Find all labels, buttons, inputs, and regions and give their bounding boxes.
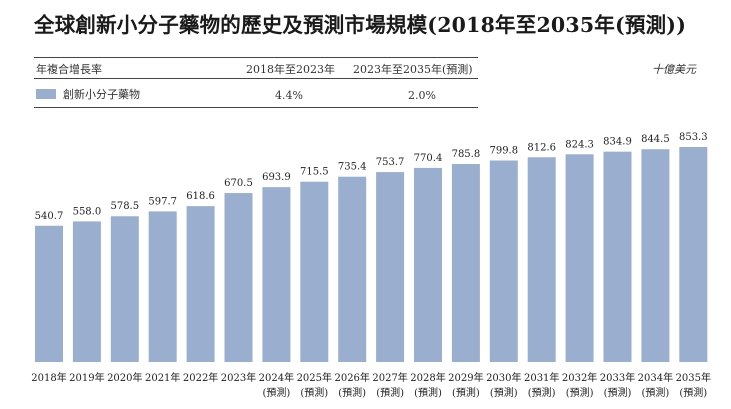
chart-title: 全球創新小分子藥物的歷史及預測市場規模(2018年至2035年(預測)) xyxy=(34,13,687,37)
header-rule-bottom xyxy=(34,107,478,108)
x-tick-label: 2019年 xyxy=(69,371,104,384)
header-rule-top xyxy=(34,57,478,58)
bar-2029年 xyxy=(451,164,480,362)
x-tick-label: 2025年 xyxy=(297,371,332,384)
unit-label: 十億美元 xyxy=(652,63,696,76)
bar-2028年 xyxy=(414,167,442,362)
forecast-label: (預測) xyxy=(376,386,404,399)
value-label: 753.7 xyxy=(376,157,405,168)
forecast-label: (預測) xyxy=(679,386,707,399)
forecast-label: (預測) xyxy=(338,386,366,399)
bar-2020年 xyxy=(110,216,139,362)
forecast-label: (預測) xyxy=(414,386,442,399)
value-label: 693.9 xyxy=(262,172,291,183)
value-label: 735.4 xyxy=(338,162,367,173)
bar-2034年 xyxy=(641,149,670,362)
x-tick-label: 2035年 xyxy=(676,371,711,384)
bar-2019年 xyxy=(72,221,101,362)
header-rule-mid xyxy=(34,78,478,79)
value-label: 715.5 xyxy=(300,167,329,178)
x-tick-label: 2022年 xyxy=(183,371,218,384)
forecast-label: (預測) xyxy=(452,386,480,399)
x-tick-label: 2030年 xyxy=(486,371,521,384)
forecast-label: (預測) xyxy=(641,386,669,399)
bar-2031年 xyxy=(527,157,556,362)
x-tick-label: 2034年 xyxy=(638,371,673,384)
value-label: 540.7 xyxy=(35,211,64,222)
bar-2022年 xyxy=(186,206,215,362)
x-tick-label: 2018年 xyxy=(31,371,66,384)
value-label: 578.5 xyxy=(110,201,139,212)
value-label: 834.9 xyxy=(603,137,632,148)
forecast-label: (預測) xyxy=(566,386,594,399)
value-label: 799.8 xyxy=(489,145,518,156)
legend-cagr-1: 4.4% xyxy=(275,89,303,102)
bar-2024年 xyxy=(262,187,291,362)
forecast-label: (預測) xyxy=(490,386,518,399)
value-label: 597.7 xyxy=(148,196,177,207)
legend-series-name: 創新小分子藥物 xyxy=(63,88,140,101)
bar-2023年 xyxy=(224,193,253,362)
x-tick-label: 2023年 xyxy=(221,371,256,384)
x-tick-label: 2020年 xyxy=(107,371,142,384)
legend-cagr-2: 2.0% xyxy=(408,89,436,102)
value-label: 770.4 xyxy=(414,153,443,164)
x-tick-label: 2033年 xyxy=(600,371,635,384)
x-tick-label: 2026年 xyxy=(334,371,369,384)
value-label: 824.3 xyxy=(565,139,594,150)
bar-2032年 xyxy=(565,154,594,362)
bar-2025年 xyxy=(300,181,329,362)
x-tick-label: 2031年 xyxy=(524,371,559,384)
x-tick-label: 2027年 xyxy=(372,371,407,384)
forecast-label: (預測) xyxy=(604,386,632,399)
value-label: 670.5 xyxy=(224,178,253,189)
value-label: 618.6 xyxy=(186,191,215,202)
bar-2021年 xyxy=(148,211,177,362)
value-label: 558.0 xyxy=(73,206,102,217)
bar-2035年 xyxy=(679,147,708,362)
cagr-header-label: 年複合增長率 xyxy=(36,63,102,76)
value-label: 853.3 xyxy=(679,132,708,143)
x-tick-label: 2032年 xyxy=(562,371,597,384)
forecast-label: (預測) xyxy=(528,386,556,399)
x-tick-label: 2028年 xyxy=(410,371,445,384)
forecast-label: (預測) xyxy=(300,386,328,399)
bar-2027年 xyxy=(376,172,405,362)
bar-2030年 xyxy=(489,160,518,362)
bar-2018年 xyxy=(35,225,63,362)
x-tick-label: 2029年 xyxy=(448,371,483,384)
cagr-period-1: 2018年至2023年 xyxy=(246,63,335,76)
bar-2033年 xyxy=(603,151,632,362)
legend-swatch xyxy=(36,89,56,99)
forecast-label: (預測) xyxy=(262,386,290,399)
bar-2026年 xyxy=(338,176,367,362)
value-label: 785.8 xyxy=(452,149,481,160)
x-tick-label: 2024年 xyxy=(259,371,294,384)
cagr-period-2: 2023年至2035年(預測) xyxy=(353,63,473,76)
value-label: 812.6 xyxy=(527,142,556,153)
x-tick-label: 2021年 xyxy=(145,371,180,384)
value-label: 844.5 xyxy=(641,134,670,145)
